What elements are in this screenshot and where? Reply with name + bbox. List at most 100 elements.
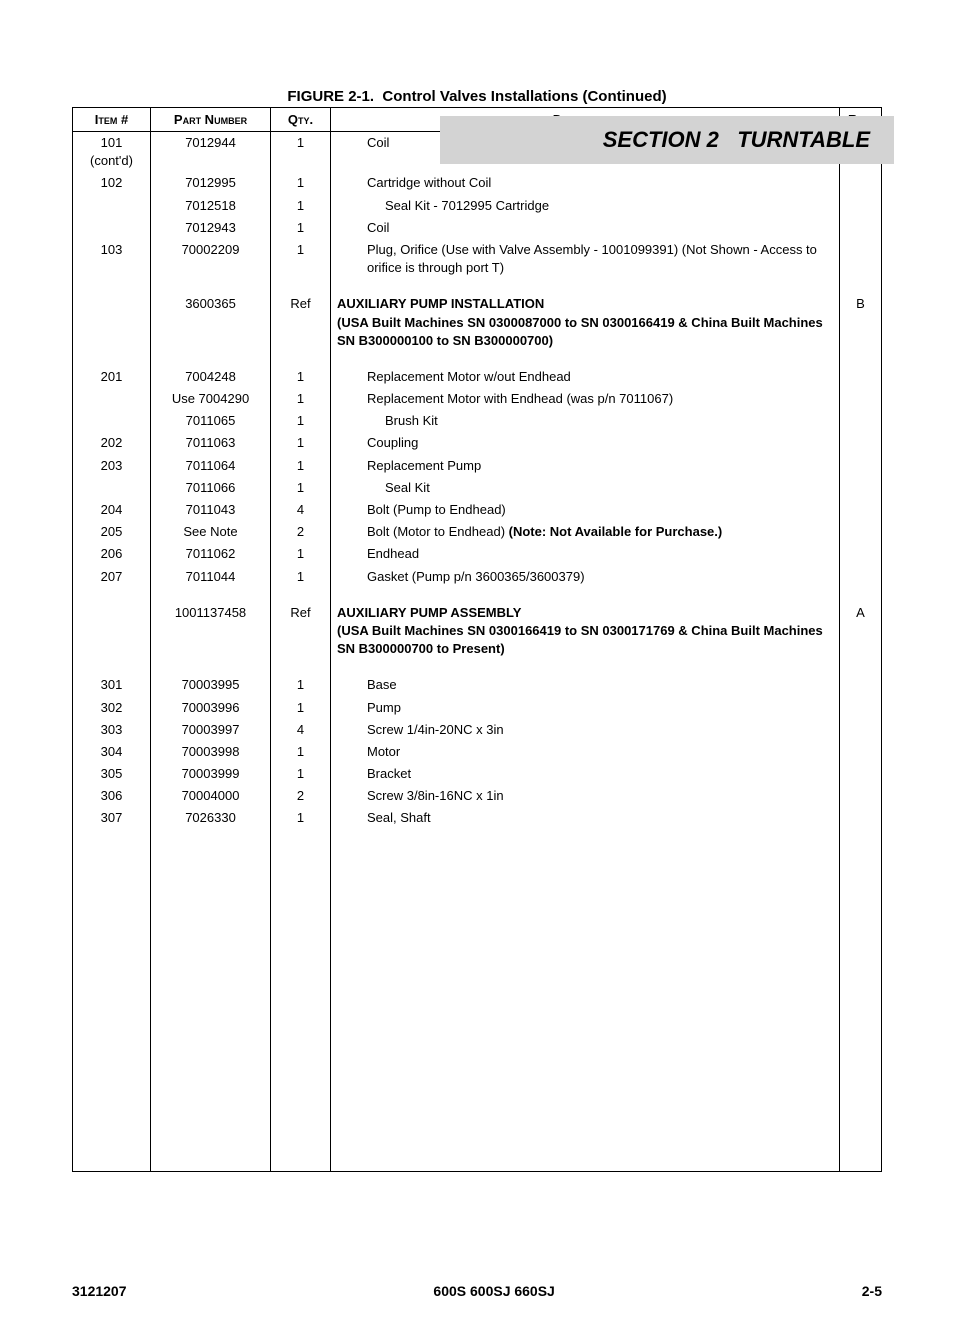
- cell-part: 3600365: [151, 293, 271, 352]
- cell-part: 7011066: [151, 477, 271, 499]
- table-row: 70110651Brush Kit: [73, 410, 882, 432]
- cell-desc: Cartridge without Coil: [331, 172, 840, 194]
- cell-desc: Replacement Motor w/out Endhead: [331, 366, 840, 388]
- cell-part: 7012995: [151, 172, 271, 194]
- table-body: 101 (cont'd)70129441Coil10270129951Cartr…: [73, 132, 882, 1172]
- cell-qty: 1: [271, 674, 331, 696]
- table-row: 301700039951Base: [73, 674, 882, 696]
- cell-rev: [840, 432, 882, 454]
- cell-part: 7011063: [151, 432, 271, 454]
- cell-rev: [840, 455, 882, 477]
- cell-desc: Seal Kit: [331, 477, 840, 499]
- cell-item: 206: [73, 543, 151, 565]
- cell-part: 7026330: [151, 807, 271, 829]
- cell-desc: Coupling: [331, 432, 840, 454]
- section-number: SECTION 2: [603, 127, 719, 152]
- cell-item: 302: [73, 697, 151, 719]
- table-row: 30770263301Seal, Shaft: [73, 807, 882, 829]
- table-row: 20770110441Gasket (Pump p/n 3600365/3600…: [73, 566, 882, 588]
- cell-rev: [840, 807, 882, 829]
- cell-part: See Note: [151, 521, 271, 543]
- cell-rev: [840, 763, 882, 785]
- footer-left: 3121207: [72, 1283, 127, 1299]
- section-title: TURNTABLE: [737, 127, 870, 152]
- table-row: 205See Note2Bolt (Motor to Endhead) (Not…: [73, 521, 882, 543]
- parts-table-wrap: Item # Part Number Qty. Description Rev.…: [72, 107, 882, 1172]
- figure-caption: FIGURE 2-1. Control Valves Installations…: [0, 88, 954, 105]
- cell-qty: 1: [271, 195, 331, 217]
- cell-part: 7011043: [151, 499, 271, 521]
- cell-rev: [840, 410, 882, 432]
- cell-item: 102: [73, 172, 151, 194]
- cell-desc: Bracket: [331, 763, 840, 785]
- cell-rev: [840, 239, 882, 279]
- cell-part: 7011065: [151, 410, 271, 432]
- cell-qty: 1: [271, 566, 331, 588]
- cell-rev: [840, 366, 882, 388]
- table-row: 1001137458RefAUXILIARY PUMP ASSEMBLY(USA…: [73, 602, 882, 661]
- cell-part: 70003999: [151, 763, 271, 785]
- parts-table: Item # Part Number Qty. Description Rev.…: [72, 107, 882, 1172]
- cell-qty: Ref: [271, 293, 331, 352]
- cell-qty: 1: [271, 741, 331, 763]
- col-part: Part Number: [151, 108, 271, 132]
- table-row: 302700039961Pump: [73, 697, 882, 719]
- cell-desc: Seal, Shaft: [331, 807, 840, 829]
- cell-qty: 1: [271, 388, 331, 410]
- cell-qty: 2: [271, 521, 331, 543]
- cell-qty: 1: [271, 807, 331, 829]
- table-row: 20470110434Bolt (Pump to Endhead): [73, 499, 882, 521]
- section-header-text: SECTION 2 TURNTABLE: [603, 127, 870, 153]
- table-row: [73, 588, 882, 602]
- cell-qty: 1: [271, 763, 331, 785]
- cell-part: Use 7004290: [151, 388, 271, 410]
- caption-prefix: FIGURE 2-1.: [287, 88, 374, 105]
- cell-item: 301: [73, 674, 151, 696]
- cell-item: 201: [73, 366, 151, 388]
- cell-desc: Screw 3/8in-16NC x 1in: [331, 785, 840, 807]
- table-row: 20270110631Coupling: [73, 432, 882, 454]
- col-item: Item #: [73, 108, 151, 132]
- cell-rev: [840, 388, 882, 410]
- cell-part: 70003995: [151, 674, 271, 696]
- cell-rev: [840, 719, 882, 741]
- table-row: [73, 279, 882, 293]
- cell-qty: 1: [271, 366, 331, 388]
- cell-rev: [840, 477, 882, 499]
- table-row: [73, 352, 882, 366]
- table-filler-row: [73, 830, 882, 1172]
- cell-desc: Motor: [331, 741, 840, 763]
- table-row: 3600365RefAUXILIARY PUMP INSTALLATION(US…: [73, 293, 882, 352]
- cell-item: 304: [73, 741, 151, 763]
- cell-item: 207: [73, 566, 151, 588]
- cell-desc: AUXILIARY PUMP ASSEMBLY(USA Built Machin…: [331, 602, 840, 661]
- table-row: 70129431Coil: [73, 217, 882, 239]
- cell-part: 7011062: [151, 543, 271, 565]
- cell-item: 202: [73, 432, 151, 454]
- cell-item: 303: [73, 719, 151, 741]
- table-row: 20170042481Replacement Motor w/out Endhe…: [73, 366, 882, 388]
- cell-rev: [840, 217, 882, 239]
- footer-center: 600S 600SJ 660SJ: [433, 1283, 554, 1299]
- cell-qty: 1: [271, 697, 331, 719]
- section-header: SECTION 2 TURNTABLE: [440, 116, 894, 164]
- cell-desc: Base: [331, 674, 840, 696]
- cell-item: 305: [73, 763, 151, 785]
- cell-part: 70003996: [151, 697, 271, 719]
- cell-qty: 1: [271, 217, 331, 239]
- page-footer: 3121207 600S 600SJ 660SJ 2-5: [72, 1283, 882, 1299]
- table-row: 10270129951Cartridge without Coil: [73, 172, 882, 194]
- cell-item: [73, 388, 151, 410]
- cell-qty: 4: [271, 499, 331, 521]
- cell-desc: Plug, Orifice (Use with Valve Assembly -…: [331, 239, 840, 279]
- cell-desc: AUXILIARY PUMP INSTALLATION(USA Built Ma…: [331, 293, 840, 352]
- table-row: [73, 660, 882, 674]
- cell-qty: 1: [271, 432, 331, 454]
- cell-desc: Bolt (Motor to Endhead) (Note: Not Avail…: [331, 521, 840, 543]
- cell-rev: [840, 521, 882, 543]
- footer-right: 2-5: [862, 1283, 882, 1299]
- cell-part: 7012944: [151, 132, 271, 173]
- col-qty: Qty.: [271, 108, 331, 132]
- cell-rev: B: [840, 293, 882, 352]
- cell-desc: Brush Kit: [331, 410, 840, 432]
